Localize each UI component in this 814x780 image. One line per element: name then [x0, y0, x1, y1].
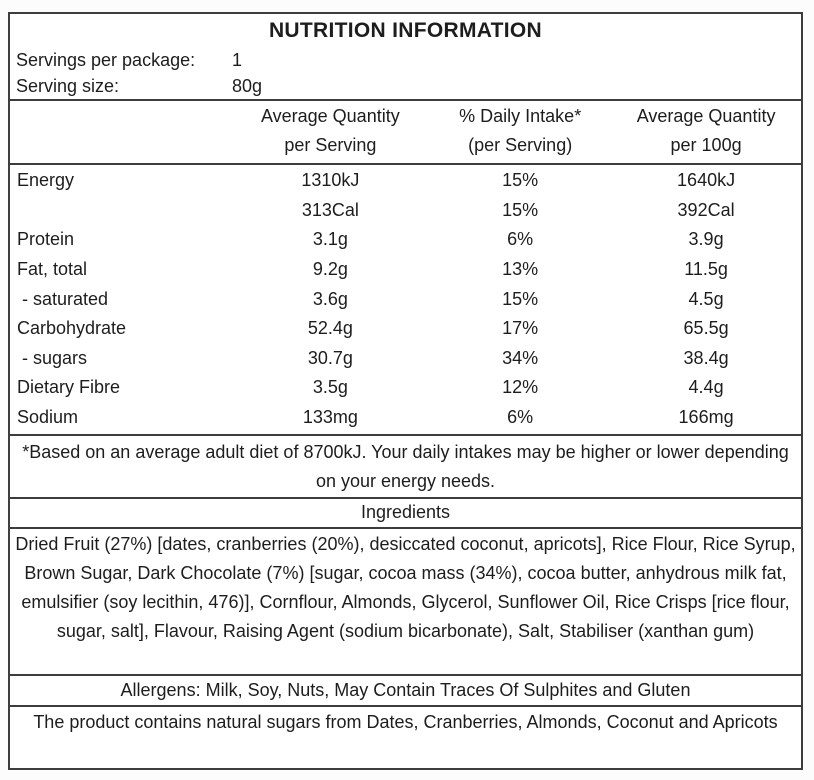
- nutrient-row-sugars: - sugars 30.7g 34% 38.4g: [10, 344, 801, 374]
- nutrient-daily-intake: 13%: [502, 259, 539, 280]
- ingredients-section: Dried Fruit (27%) [dates, cranberries (2…: [10, 527, 801, 674]
- nutrient-row-energy-kj: Energy 1310kJ 15% 1640kJ: [10, 166, 801, 196]
- footnote-section: *Based on an average adult diet of 8700k…: [10, 434, 801, 497]
- column-header-line: Average Quantity: [260, 106, 400, 126]
- nutrient-qty-100g: 392Cal: [677, 199, 735, 220]
- nutrient-qty-100g: 38.4g: [683, 347, 729, 368]
- nutrients-table: Energy 1310kJ 15% 1640kJ 313Cal 15% 392C…: [10, 166, 801, 432]
- nutrient-qty-serving: 30.7g: [307, 347, 353, 368]
- nutrient-daily-intake: 15%: [502, 170, 539, 191]
- nutrient-qty-serving: 9.2g: [312, 259, 348, 280]
- nutrient-row-energy-cal: 313Cal 15% 392Cal: [10, 196, 801, 226]
- nutrient-name: Protein: [17, 229, 75, 250]
- natural-sugars-section: The product contains natural sugars from…: [10, 705, 801, 768]
- nutrient-qty-100g: 1640kJ: [677, 170, 736, 191]
- nutrient-daily-intake: 6%: [507, 407, 534, 428]
- column-header-line: per 100g: [670, 135, 742, 155]
- ingredients-heading-section: Ingredients: [10, 497, 801, 527]
- ingredients-text: Dried Fruit (27%) [dates, cranberries (2…: [15, 534, 796, 641]
- panel-title: NUTRITION INFORMATION: [268, 19, 543, 42]
- natural-sugars-text: The product contains natural sugars from…: [33, 712, 778, 732]
- nutrient-row-dietary-fibre: Dietary Fibre 3.5g 12% 4.4g: [10, 373, 801, 403]
- column-header-empty: [10, 102, 231, 160]
- nutrient-row-carbohydrate: Carbohydrate 52.4g 17% 65.5g: [10, 314, 801, 344]
- nutrient-daily-intake: 12%: [502, 377, 539, 398]
- column-header-daily-intake: % Daily Intake* (per Serving): [429, 102, 611, 160]
- nutrient-qty-serving: 3.1g: [312, 229, 348, 250]
- nutrient-name: Dietary Fibre: [17, 377, 121, 398]
- nutrient-qty-100g: 4.4g: [688, 377, 724, 398]
- nutrient-name: [10, 196, 231, 226]
- nutrients-section: Energy 1310kJ 15% 1640kJ 313Cal 15% 392C…: [10, 163, 801, 434]
- serving-size-label: Serving size:: [16, 76, 120, 96]
- column-header-per-100g: Average Quantity per 100g: [611, 102, 801, 160]
- header-section: NUTRITION INFORMATION Servings per packa…: [10, 14, 801, 99]
- nutrient-qty-100g: 65.5g: [683, 318, 729, 339]
- nutrient-qty-serving: 1310kJ: [301, 170, 360, 191]
- nutrient-row-fat-total: Fat, total 9.2g 13% 11.5g: [10, 255, 801, 285]
- nutrient-daily-intake: 6%: [507, 229, 534, 250]
- serving-size-row: Serving size: 80g: [16, 73, 795, 99]
- column-header-line: Average Quantity: [636, 106, 776, 126]
- nutrient-qty-serving: 3.6g: [312, 288, 348, 309]
- nutrient-name: Fat, total: [17, 259, 88, 280]
- nutrient-daily-intake: 15%: [502, 288, 539, 309]
- allergens-section: Allergens: Milk, Soy, Nuts, May Contain …: [10, 674, 801, 705]
- nutrient-row-saturated: - saturated 3.6g 15% 4.5g: [10, 284, 801, 314]
- nutrient-name: Sodium: [17, 407, 79, 428]
- nutrient-daily-intake: 17%: [502, 318, 539, 339]
- nutrient-qty-100g: 166mg: [678, 407, 734, 428]
- column-header-line: per Serving: [284, 135, 377, 155]
- nutrient-name: Carbohydrate: [17, 318, 127, 339]
- nutrient-qty-100g: 4.5g: [688, 288, 724, 309]
- column-header-line: % Daily Intake*: [459, 106, 582, 126]
- column-headers-section: Average Quantity per Serving % Daily Int…: [10, 99, 801, 163]
- allergens-text: Allergens: Milk, Soy, Nuts, May Contain …: [120, 680, 691, 700]
- nutrient-daily-intake: 15%: [502, 199, 539, 220]
- nutrient-row-sodium: Sodium 133mg 6% 166mg: [10, 403, 801, 433]
- nutrient-name: Energy: [17, 170, 75, 191]
- nutrient-qty-100g: 11.5g: [684, 259, 728, 280]
- nutrient-qty-serving: 52.4g: [307, 318, 353, 339]
- nutrient-qty-serving: 133mg: [302, 407, 358, 428]
- column-header-line: (per Serving): [468, 135, 573, 155]
- nutrient-name: - sugars: [22, 347, 88, 368]
- nutrient-row-protein: Protein 3.1g 6% 3.9g: [10, 225, 801, 255]
- nutrient-daily-intake: 34%: [502, 347, 539, 368]
- nutrient-name: - saturated: [22, 288, 109, 309]
- servings-per-package-label: Servings per package:: [16, 50, 196, 70]
- nutrient-qty-100g: 3.9g: [688, 229, 724, 250]
- nutrition-panel: NUTRITION INFORMATION Servings per packa…: [8, 12, 803, 770]
- ingredients-heading: Ingredients: [360, 502, 451, 522]
- serving-size-value: 80g: [232, 76, 263, 96]
- nutrient-qty-serving: 313Cal: [301, 199, 359, 220]
- column-header-per-serving: Average Quantity per Serving: [231, 102, 429, 160]
- nutrient-qty-serving: 3.5g: [312, 377, 348, 398]
- column-headers-table: Average Quantity per Serving % Daily Int…: [10, 102, 801, 160]
- servings-per-package-value: 1: [232, 50, 243, 70]
- daily-intake-footnote: *Based on an average adult diet of 8700k…: [22, 442, 789, 491]
- servings-per-package-row: Servings per package: 1: [16, 47, 795, 73]
